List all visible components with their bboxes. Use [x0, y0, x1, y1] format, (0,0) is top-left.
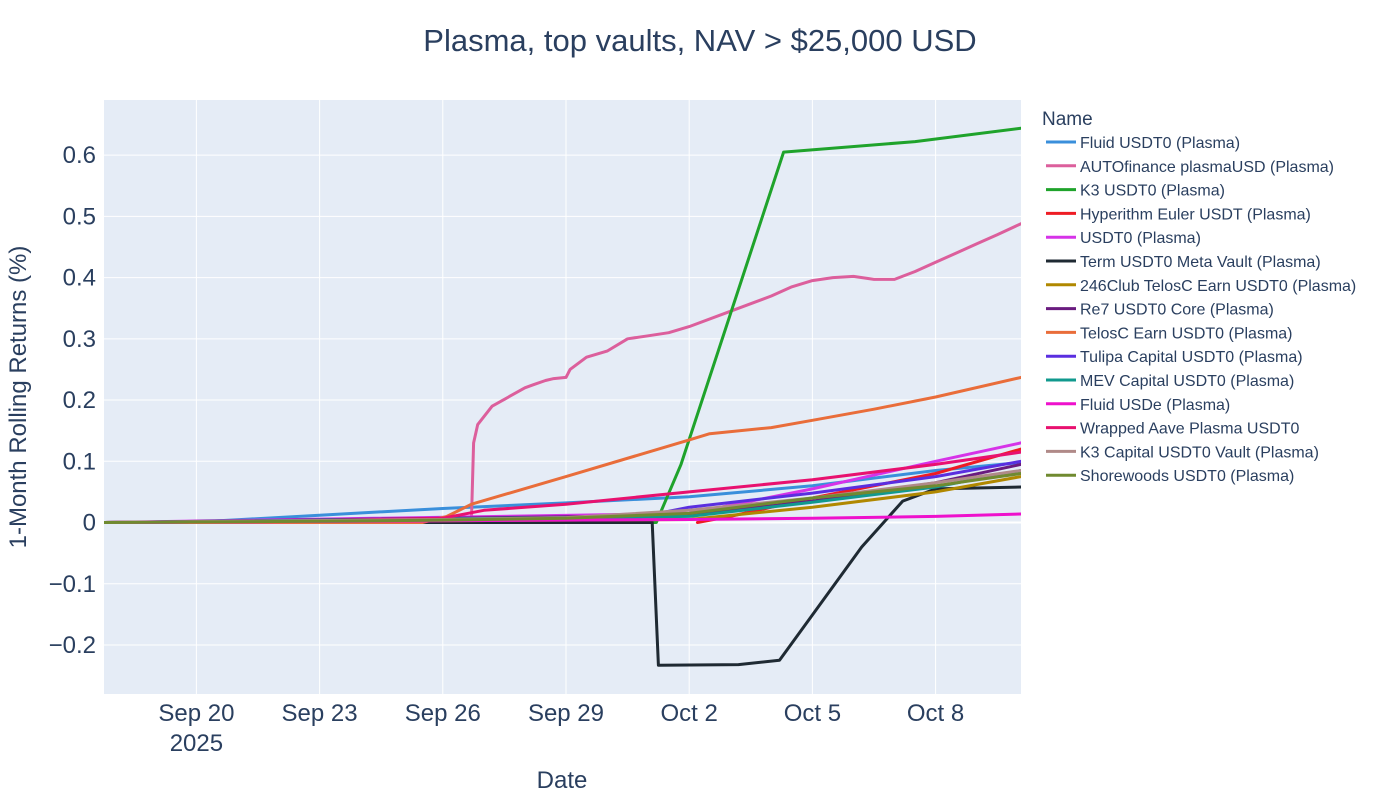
x-tick-sublabel-0: 2025 [170, 730, 223, 757]
legend-label-2: K3 USDT0 (Plasma) [1080, 183, 1225, 200]
legend-label-14: Shorewoods USDT0 (Plasma) [1080, 468, 1294, 485]
legend-items: Fluid USDT0 (Plasma) AUTOfinance plasmaUS… [1046, 135, 1356, 485]
y-axis-ticks: −0.2 −0.1 0 0.1 0.2 0.3 0.4 0.5 0.6 [49, 142, 96, 659]
legend-label-1: AUTOfinance plasmaUSD (Plasma) [1080, 159, 1334, 176]
legend-label-5: Term USDT0 Meta Vault (Plasma) [1080, 254, 1321, 271]
plot-area [104, 100, 1021, 694]
x-tick-label-1: Sep 23 [282, 700, 358, 727]
legend-label-10: MEV Capital USDT0 (Plasma) [1080, 373, 1294, 390]
legend-title: Name [1042, 109, 1093, 130]
legend-label-7: Re7 USDT0 Core (Plasma) [1080, 302, 1274, 319]
y-tick-label-2: 0 [83, 510, 96, 537]
legend-label-6: 246Club TelosC Earn USDT0 (Plasma) [1080, 278, 1356, 295]
y-tick-label-1: −0.1 [49, 571, 96, 598]
legend-label-0: Fluid USDT0 (Plasma) [1080, 135, 1240, 152]
y-axis-title: 1-Month Rolling Returns (%) [5, 246, 32, 549]
series-line-1 [104, 222, 1021, 524]
legend-label-12: Wrapped Aave Plasma USDT0 [1080, 421, 1299, 438]
x-tick-label-2: Sep 26 [405, 700, 481, 727]
legend-label-3: Hyperithm Euler USDT (Plasma) [1080, 206, 1311, 223]
y-tick-label-4: 0.2 [63, 387, 96, 414]
y-tick-label-3: 0.1 [63, 448, 96, 475]
y-tick-label-0: −0.2 [49, 632, 96, 659]
legend: Name Fluid USDT0 (Plasma) AUTOfinance pla… [1042, 109, 1356, 485]
legend-label-4: USDT0 (Plasma) [1080, 230, 1201, 247]
series-lines [104, 126, 1021, 667]
y-tick-label-5: 0.3 [63, 326, 96, 353]
legend-label-11: Fluid USDe (Plasma) [1080, 397, 1230, 414]
x-tick-label-6: Oct 8 [907, 700, 964, 727]
x-tick-label-5: Oct 5 [784, 700, 841, 727]
legend-label-8: TelosC Earn USDT0 (Plasma) [1080, 325, 1293, 342]
x-tick-label-3: Sep 29 [528, 700, 604, 727]
x-axis-title: Date [537, 767, 588, 794]
y-tick-label-7: 0.5 [63, 203, 96, 230]
y-tick-label-8: 0.6 [63, 142, 96, 169]
x-tick-label-0: Sep 20 [158, 700, 234, 727]
legend-label-9: Tulipa Capital USDT0 (Plasma) [1080, 349, 1303, 366]
series-line-14 [104, 472, 1021, 524]
x-tick-label-4: Oct 2 [661, 700, 718, 727]
legend-label-13: K3 Capital USDT0 Vault (Plasma) [1080, 444, 1319, 461]
x-axis-ticks: Sep 20 2025 Sep 23 Sep 26 Sep 29 Oct 2 Oct 5 Oc… [158, 700, 964, 757]
y-tick-label-6: 0.4 [63, 265, 96, 292]
chart-title: Plasma, top vaults, NAV > $25,000 USD [423, 23, 976, 58]
